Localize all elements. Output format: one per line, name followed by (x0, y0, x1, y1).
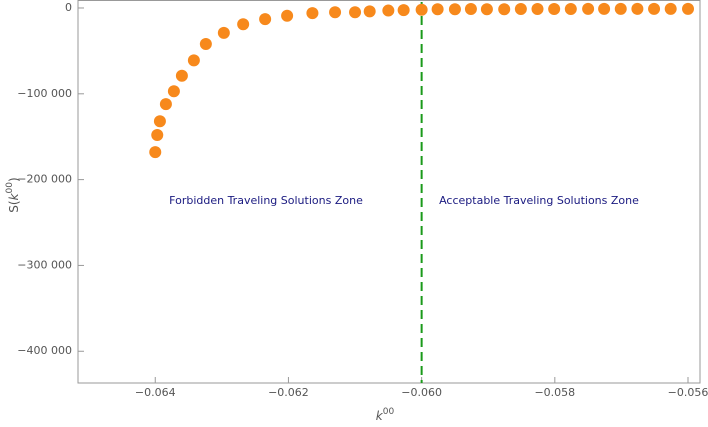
data-point (514, 3, 527, 16)
x-label-base: k (376, 409, 384, 423)
data-point (548, 3, 561, 16)
plot-frame (77, 0, 701, 384)
y-tick-label: 0 (65, 1, 72, 14)
y-label-part: 00 (5, 182, 15, 194)
data-point (498, 3, 511, 16)
data-point (598, 2, 611, 15)
data-point (397, 4, 410, 17)
data-point (464, 3, 477, 16)
data-point (382, 4, 395, 17)
data-point (281, 9, 294, 22)
data-point (175, 69, 188, 82)
y-tick-label: −200 000 (17, 173, 72, 186)
data-point (306, 7, 319, 20)
y-label-part: S( (7, 200, 21, 212)
data-point (329, 6, 342, 19)
y-axis-label: S(k00) (5, 177, 21, 212)
data-point (363, 5, 376, 18)
data-point (631, 2, 644, 15)
data-point (531, 3, 544, 16)
data-point (187, 54, 200, 67)
data-point (614, 2, 627, 15)
data-point (237, 18, 250, 31)
x-label-sup: 00 (383, 407, 395, 417)
data-point (448, 3, 461, 16)
x-tick-label: −0.058 (534, 386, 575, 399)
x-tick-label: −0.062 (268, 386, 309, 399)
x-tick-label: −0.064 (135, 386, 176, 399)
x-axis-label: k00 (376, 407, 395, 423)
data-point (217, 26, 230, 39)
x-tick-label: −0.056 (668, 386, 708, 399)
y-label-part: ) (7, 177, 21, 182)
data-point (415, 3, 428, 16)
data-point (682, 2, 695, 15)
data-point (159, 98, 172, 111)
data-point (648, 2, 661, 15)
x-tick-label: −0.060 (401, 386, 442, 399)
annotation: Forbidden Traveling Solutions Zone (169, 194, 363, 207)
y-label-part: k (7, 192, 21, 200)
data-point (564, 3, 577, 16)
data-point (199, 38, 212, 51)
data-point (149, 146, 162, 159)
data-point (431, 3, 444, 16)
data-point (480, 3, 493, 16)
y-tick-label: −100 000 (17, 87, 72, 100)
y-tick-label: −300 000 (17, 258, 72, 271)
annotation: Acceptable Traveling Solutions Zone (439, 194, 639, 207)
data-point (349, 6, 362, 19)
data-point (151, 128, 164, 141)
data-point (259, 13, 272, 26)
data-point (167, 85, 180, 98)
data-point (153, 115, 166, 128)
data-point (664, 2, 677, 15)
y-tick-label: −400 000 (17, 344, 72, 357)
data-point (582, 2, 595, 15)
